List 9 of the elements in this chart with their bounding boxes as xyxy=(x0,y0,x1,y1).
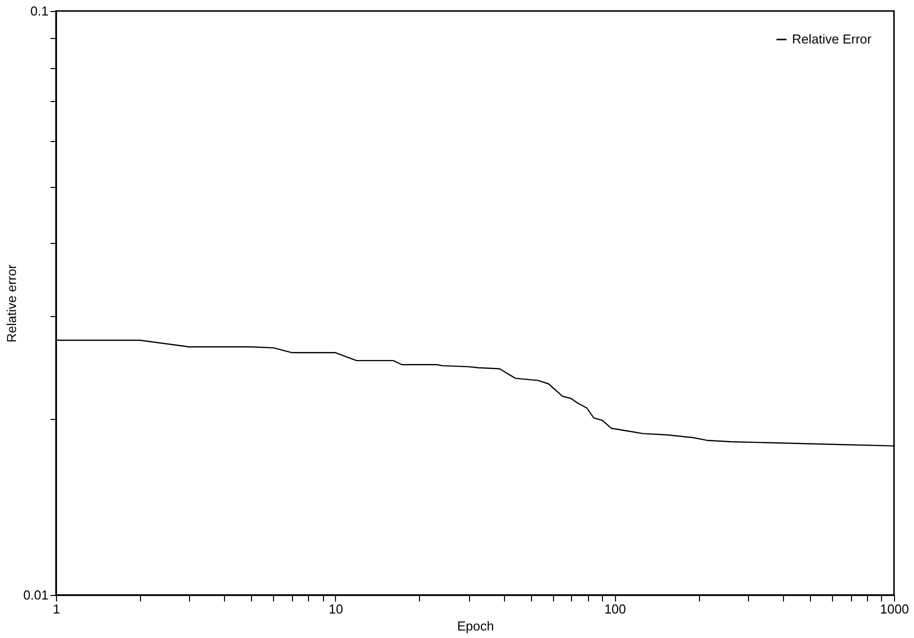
x-tick-label: 1000 xyxy=(880,602,909,616)
y-axis-title: Relative error xyxy=(4,264,20,343)
x-tick-label: 10 xyxy=(328,602,344,616)
y-tick-label: 0.1 xyxy=(30,4,48,18)
x-axis-title: Epoch xyxy=(457,618,494,634)
legend-label: Relative Error xyxy=(792,32,872,46)
x-tick-label: 1 xyxy=(52,602,60,616)
y-tick-label: 0.01 xyxy=(23,588,48,602)
x-tick-label: 100 xyxy=(604,602,626,616)
